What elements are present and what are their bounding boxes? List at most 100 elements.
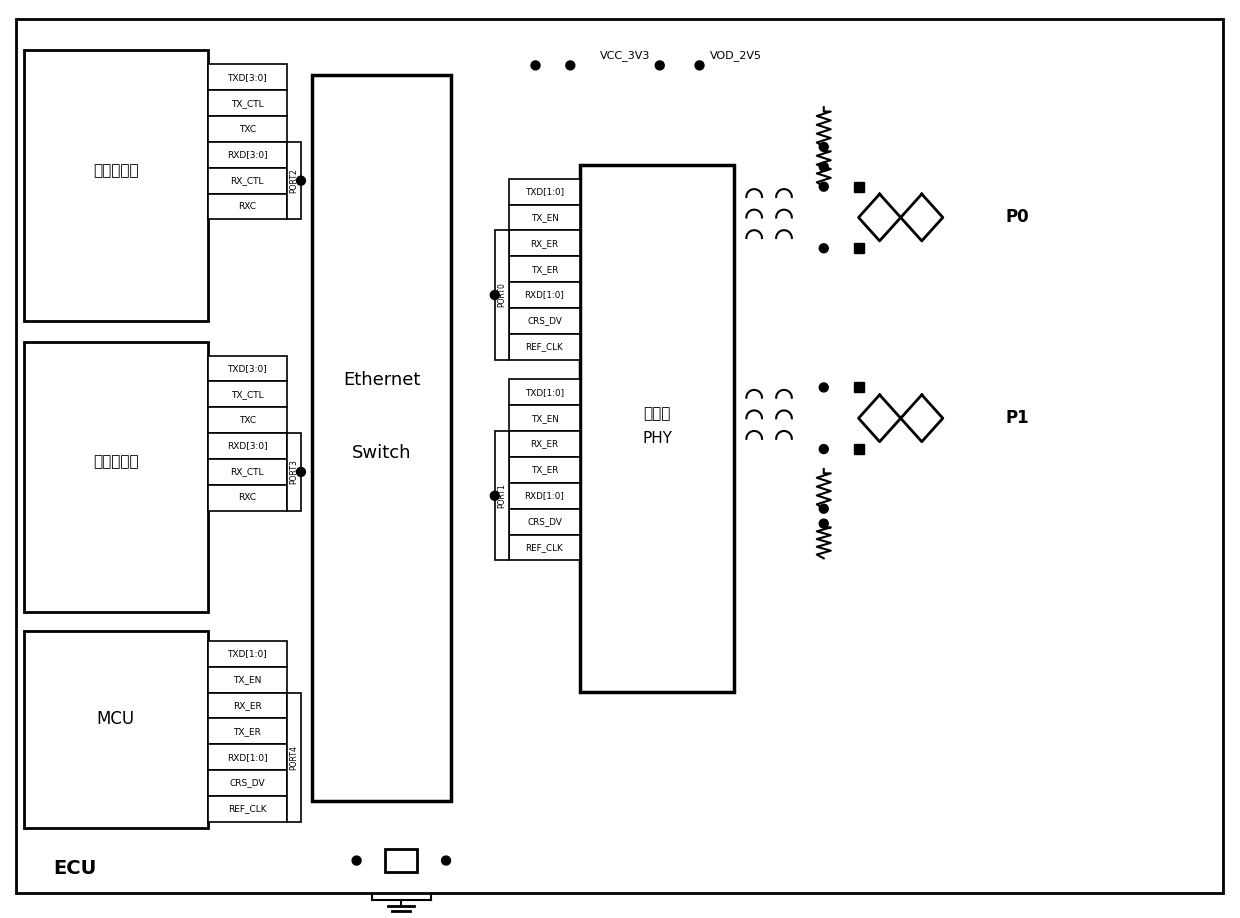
Bar <box>207 382 286 408</box>
Text: PORT4: PORT4 <box>289 744 299 769</box>
Bar <box>207 666 286 692</box>
Bar <box>286 692 301 822</box>
Text: TX_CTL: TX_CTL <box>231 98 264 107</box>
Bar <box>207 116 286 142</box>
Text: CRS_DV: CRS_DV <box>527 317 562 325</box>
Text: PORT3: PORT3 <box>289 460 299 485</box>
Text: REF_CLK: REF_CLK <box>228 804 267 813</box>
Text: RXD[1:0]: RXD[1:0] <box>525 290 564 299</box>
Circle shape <box>441 856 450 865</box>
Bar <box>312 75 451 800</box>
Bar <box>508 509 580 534</box>
Text: ECU: ECU <box>53 859 97 878</box>
Bar <box>24 631 207 828</box>
Bar <box>508 179 580 205</box>
Text: RX_CTL: RX_CTL <box>231 176 264 185</box>
Text: TXD[1:0]: TXD[1:0] <box>227 649 267 658</box>
Text: RX_ER: RX_ER <box>233 701 262 710</box>
Bar <box>508 334 580 360</box>
Bar <box>495 431 508 560</box>
Text: TX_CTL: TX_CTL <box>231 390 264 399</box>
Circle shape <box>820 162 828 172</box>
Circle shape <box>352 856 361 865</box>
Text: TXD[1:0]: TXD[1:0] <box>525 388 564 397</box>
Circle shape <box>820 142 828 151</box>
Bar <box>207 142 286 168</box>
Text: TXD[3:0]: TXD[3:0] <box>227 73 267 82</box>
Text: P0: P0 <box>1004 208 1029 227</box>
Circle shape <box>490 290 500 299</box>
Bar <box>207 355 286 382</box>
Circle shape <box>820 504 828 513</box>
Circle shape <box>531 61 539 70</box>
Bar <box>207 719 286 744</box>
Text: RX_ER: RX_ER <box>531 440 558 449</box>
Text: VOD_2V5: VOD_2V5 <box>709 50 761 61</box>
Bar <box>207 194 286 219</box>
Text: TXC: TXC <box>239 416 255 425</box>
Bar <box>853 182 863 192</box>
Text: 第一处理器: 第一处理器 <box>93 163 139 178</box>
Text: PORT2: PORT2 <box>289 168 299 193</box>
Text: VCC_3V3: VCC_3V3 <box>600 50 651 61</box>
Bar <box>207 485 286 510</box>
Bar <box>207 168 286 194</box>
Text: CRS_DV: CRS_DV <box>527 517 562 526</box>
Circle shape <box>820 244 828 252</box>
Text: MCU: MCU <box>97 711 135 728</box>
Bar <box>207 744 286 770</box>
Circle shape <box>655 61 665 70</box>
Text: TXD[3:0]: TXD[3:0] <box>227 364 267 373</box>
Circle shape <box>490 491 500 500</box>
Text: RX_CTL: RX_CTL <box>231 467 264 476</box>
Bar <box>508 534 580 560</box>
Bar <box>508 406 580 431</box>
Bar <box>207 408 286 433</box>
Bar <box>853 444 863 454</box>
Text: RX_ER: RX_ER <box>531 239 558 248</box>
Text: RXD[3:0]: RXD[3:0] <box>227 442 268 451</box>
Circle shape <box>820 383 828 392</box>
Bar <box>24 50 207 321</box>
Text: TXD[1:0]: TXD[1:0] <box>525 187 564 196</box>
Bar <box>207 459 286 485</box>
Bar <box>386 848 417 872</box>
Text: TX_EN: TX_EN <box>233 675 262 684</box>
Text: TXC: TXC <box>239 125 255 133</box>
Text: PHY: PHY <box>642 431 672 445</box>
Text: RXC: RXC <box>238 493 257 502</box>
Text: REF_CLK: REF_CLK <box>526 342 563 352</box>
Bar <box>853 243 863 253</box>
Text: TX_ER: TX_ER <box>233 727 262 736</box>
Text: RXC: RXC <box>238 202 257 211</box>
Bar <box>286 142 301 219</box>
Circle shape <box>820 182 828 191</box>
Text: PORT0: PORT0 <box>497 283 506 308</box>
Bar <box>207 64 286 90</box>
Text: PORT1: PORT1 <box>497 484 506 509</box>
Text: TX_ER: TX_ER <box>531 264 558 274</box>
Text: Ethernet: Ethernet <box>342 371 420 389</box>
Text: RXD[1:0]: RXD[1:0] <box>525 491 564 500</box>
Bar <box>508 308 580 334</box>
Bar <box>508 431 580 457</box>
Text: RXD[3:0]: RXD[3:0] <box>227 151 268 160</box>
Bar <box>495 230 508 360</box>
Bar <box>286 433 301 510</box>
Text: P1: P1 <box>1004 409 1029 427</box>
Bar <box>508 256 580 282</box>
Bar <box>207 692 286 719</box>
Circle shape <box>820 520 828 528</box>
Text: TX_EN: TX_EN <box>531 213 558 222</box>
Text: CRS_DV: CRS_DV <box>229 778 265 788</box>
Circle shape <box>565 61 575 70</box>
Bar <box>508 457 580 483</box>
Text: 第二处理器: 第二处理器 <box>93 454 139 469</box>
Circle shape <box>296 176 305 185</box>
Bar <box>508 483 580 509</box>
Circle shape <box>820 444 828 453</box>
Circle shape <box>296 467 305 476</box>
Text: Switch: Switch <box>352 443 412 462</box>
Bar <box>207 433 286 459</box>
Text: TX_ER: TX_ER <box>531 465 558 475</box>
